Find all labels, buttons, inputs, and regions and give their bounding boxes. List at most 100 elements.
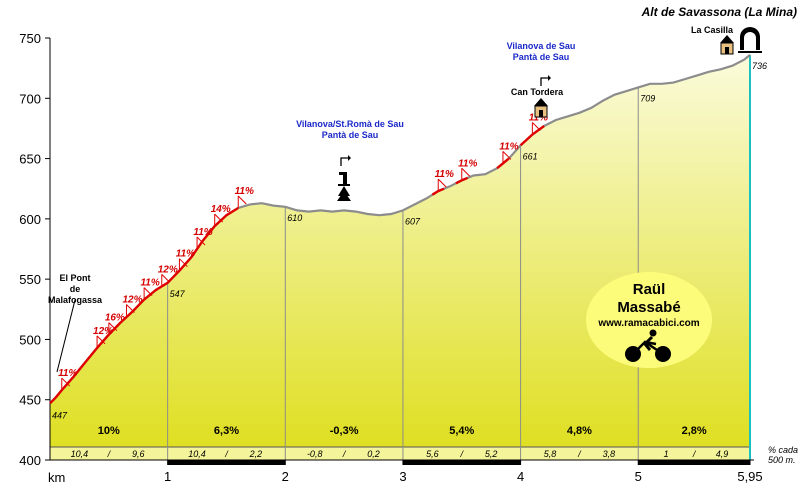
turn-right-arrow-icon [540, 75, 551, 86]
y-tick-label: 600 [19, 212, 41, 227]
segment-sub-gradient: -0,8 [307, 449, 323, 459]
y-tick-label: 650 [19, 152, 41, 167]
segment-sub-separator: / [692, 449, 697, 459]
grade-marker-flag [179, 258, 188, 268]
grade-marker-flag [161, 274, 171, 283]
grade-label: 12% [93, 326, 113, 337]
grade-label: 11% [499, 141, 518, 152]
grade-marker-flag [531, 122, 541, 131]
segment-sub-separator: / [224, 449, 229, 459]
grade-marker-flag [96, 335, 106, 345]
segment-sub-separator: / [342, 449, 347, 459]
segment-band [50, 447, 750, 460]
segment-average-gradient: -0,3% [330, 425, 359, 437]
grade-marker-flag [126, 304, 135, 313]
segment-sub-gradient: 10,4 [71, 449, 89, 459]
grade-marker-flag [61, 377, 71, 387]
segment-average-gradient: 6,3% [214, 425, 239, 437]
segment-sub-gradient: 5,6 [426, 449, 439, 459]
segment-sub-gradient: 3,8 [603, 449, 616, 459]
grade-marker-flag [437, 178, 447, 188]
place-pointer-line [56, 299, 76, 373]
x-tick-label: 2 [282, 469, 289, 484]
segment-sub-separator: / [577, 449, 582, 459]
altitude-label: 736 [752, 61, 767, 71]
altitude-label: 661 [523, 151, 538, 161]
junction-icon [338, 172, 350, 186]
grade-marker-flag [237, 195, 247, 205]
climb-section-line [519, 125, 545, 147]
author-last-name: Massabé [617, 299, 680, 316]
grade-marker-flag [502, 151, 512, 160]
grade-marker-flag [196, 236, 206, 246]
grade-label: 11% [140, 278, 159, 289]
cyclist-icon [625, 329, 671, 362]
segment-sub-separator: / [107, 449, 112, 459]
grade-label: 11% [235, 186, 254, 197]
grade-label: 11% [435, 169, 454, 180]
place-label-vilanova-de-sau: Vilanova de Sau [507, 41, 576, 51]
place-label-la-casilla: La Casilla [691, 25, 734, 35]
segment-sub-gradient: 2,2 [249, 449, 263, 459]
altitude-label: 447 [52, 410, 68, 420]
y-tick-label: 700 [19, 91, 41, 106]
sub-note: % cada [768, 445, 798, 455]
place-label-el-pont-de-malafogassa: de [70, 284, 81, 294]
segment-average-gradient: 4,8% [567, 425, 592, 437]
altitude-label: 709 [640, 93, 655, 103]
grade-label: 11% [529, 112, 548, 123]
grade-marker-flag [214, 213, 224, 223]
tunnel-icon [738, 27, 762, 53]
y-tick-label: 450 [19, 393, 41, 408]
segment-sub-gradient: 0,2 [367, 449, 380, 459]
place-label-vilanova-st-roma: Vilanova/St.Romà de Sau [296, 119, 404, 129]
grade-label: 11% [58, 368, 77, 379]
grade-label: 12% [122, 295, 142, 306]
y-tick-label: 750 [19, 31, 41, 46]
x-tick-label: 4 [517, 469, 524, 484]
grade-marker-flag [143, 287, 153, 296]
place-label-vilanova-de-sau: Pantà de Sau [513, 52, 570, 62]
segment-sub-gradient: 5,2 [485, 449, 498, 459]
x-tick-label: 5,95 [737, 469, 762, 484]
segment-average-gradient: 5,4% [449, 425, 474, 437]
grade-label: 14% [211, 204, 231, 215]
profile-area [50, 54, 750, 461]
house-icon [720, 35, 734, 55]
grade-label: 11% [176, 249, 195, 260]
grade-label: 11% [458, 158, 477, 169]
grade-label: 12% [158, 264, 178, 275]
climb-section-line [455, 176, 469, 185]
place-label-el-pont-de-malafogassa: El Pont [60, 273, 91, 283]
grade-marker-flag [108, 322, 118, 331]
climb-section-line [49, 206, 239, 405]
x-tick-label: 1 [164, 469, 171, 484]
grade-marker-flag [461, 167, 471, 177]
tree-icon [337, 186, 351, 201]
grade-label: 16% [105, 313, 125, 324]
climb-section-line [496, 157, 510, 170]
km-bar [402, 460, 521, 465]
place-label-can-tordera: Can Tordera [511, 87, 564, 97]
segment-sub-gradient: 10,4 [188, 449, 206, 459]
x-tick-label: 3 [399, 469, 406, 484]
x-tick-label: 5 [635, 469, 642, 484]
author-badge-bg [586, 272, 712, 368]
segment-average-gradient: 10% [98, 425, 120, 437]
km-bar [167, 460, 286, 465]
chart-title: Alt de Savassona (La Mina) [641, 5, 797, 19]
place-label-vilanova-st-roma: Pantà de Sau [322, 130, 379, 140]
house-icon [534, 98, 548, 118]
km-bar [638, 460, 750, 465]
turn-right-arrow-icon [340, 155, 351, 166]
segment-sub-gradient: 1 [664, 449, 669, 459]
segment-sub-gradient: 4,9 [716, 449, 729, 459]
author-first-name: Raül [633, 281, 666, 298]
y-tick-label: 400 [19, 453, 41, 468]
segment-sub-separator: / [460, 449, 465, 459]
altitude-label: 607 [405, 216, 421, 226]
x-axis-label: km [48, 470, 65, 485]
altitude-label: 610 [287, 213, 302, 223]
